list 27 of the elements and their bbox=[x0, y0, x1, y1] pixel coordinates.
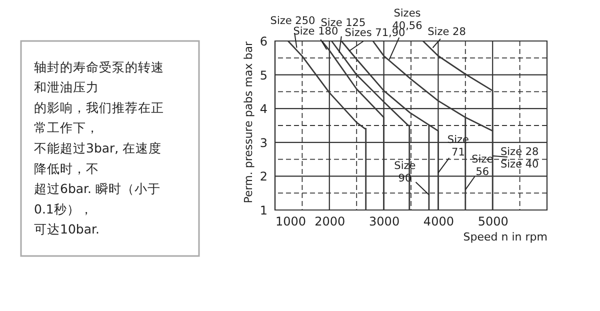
text: 和泄油压力 bbox=[34, 80, 99, 95]
y-tick-label: 6 bbox=[260, 34, 268, 48]
y-tick-label: 5 bbox=[260, 68, 268, 82]
text: 不能超过3bar, 在速度 bbox=[34, 140, 162, 156]
text: 轴封的寿命受泵的转速 bbox=[34, 59, 164, 74]
text: 的影响，我们推荐在正 bbox=[34, 100, 164, 115]
annotation: Size 28 Size 40 bbox=[500, 146, 539, 170]
y-tick-label: 3 bbox=[260, 136, 268, 150]
annotation: Size 250 bbox=[270, 14, 316, 27]
x-tick-label: 2000 bbox=[314, 214, 346, 228]
x-axis-title: Speed n in rpm bbox=[463, 230, 548, 244]
text: 0.1秒）， bbox=[34, 201, 93, 216]
annotation: Size 28 bbox=[428, 26, 466, 38]
text: 降低时，不 bbox=[34, 160, 99, 176]
text: 超过6bar. 瞬时（小于 bbox=[34, 181, 160, 196]
annotation: Sizes 71,90 bbox=[344, 27, 406, 40]
y-axis-title: Perm. pressure pabs max bar bbox=[242, 41, 255, 204]
y-tick-label: 2 bbox=[260, 170, 268, 184]
y-tick-label: 1 bbox=[260, 204, 268, 218]
x-tick-label: 3000 bbox=[369, 214, 400, 228]
text: 可达10bar. bbox=[34, 222, 100, 237]
text: 常工作下， bbox=[34, 120, 99, 136]
annotation: Size 180 bbox=[293, 25, 338, 38]
y-tick-label: 4 bbox=[260, 102, 268, 116]
x-tick-label: 4000 bbox=[423, 214, 454, 228]
x-tick-label: 1000 bbox=[276, 214, 306, 228]
x-tick-label: 5000 bbox=[478, 214, 508, 228]
